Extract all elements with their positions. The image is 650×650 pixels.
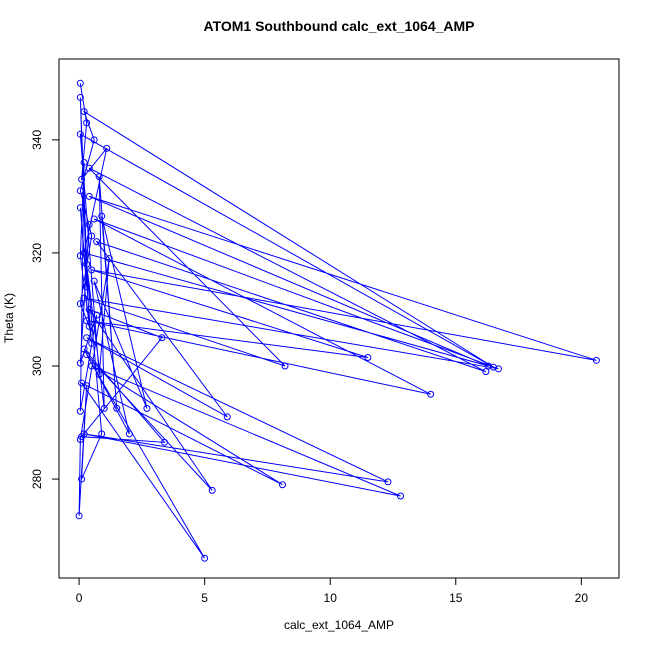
point [83,334,91,342]
point [90,215,98,223]
point [384,478,392,486]
point [90,277,98,285]
point [98,430,106,438]
point [95,370,103,378]
point [93,311,101,319]
x-tick-label: 10 [324,591,338,605]
point [223,413,231,421]
point [85,221,93,229]
point [125,430,133,438]
y-tick-label: 340 [30,130,44,150]
point [83,119,91,127]
point [78,175,86,183]
point [364,354,372,362]
point [105,255,113,263]
point [88,362,96,370]
point [76,300,84,308]
x-tick-label: 5 [201,591,208,605]
point [85,322,93,330]
point [83,283,91,291]
point [85,305,93,313]
x-axis-label: calc_ext_1064_AMP [284,618,394,632]
point [76,252,84,260]
point [93,238,101,246]
point [76,93,84,101]
point [427,390,435,398]
y-tick-label: 300 [30,356,44,376]
point [80,345,88,353]
series-line [78,83,597,559]
point [76,187,84,195]
point [397,492,405,500]
point [85,192,93,200]
chart-title: ATOM1 Southbound calc_ext_1064_AMP [204,18,475,34]
point [80,158,88,166]
y-tick-label: 320 [30,243,44,263]
point [489,363,497,371]
y-axis-label: Theta (K) [2,293,16,343]
point [85,164,93,172]
point [494,365,502,373]
point [482,368,490,376]
point [484,362,492,370]
point [80,294,88,302]
point [76,79,84,87]
point [80,108,88,116]
point [158,334,166,342]
point [143,404,151,412]
point [100,404,108,412]
point [83,351,91,359]
y-tick-label: 280 [30,469,44,489]
point [281,362,289,370]
x-tick-label: 0 [76,591,83,605]
point [83,317,91,325]
point [76,204,84,212]
point [76,435,84,443]
point [76,359,84,367]
point [75,512,83,520]
point [103,144,111,152]
point [78,475,86,483]
point [88,232,96,240]
point [83,260,91,268]
point [278,481,286,489]
point [76,130,84,138]
point [83,382,91,390]
point [88,339,96,347]
point [95,173,103,181]
point [98,212,106,220]
point [113,404,121,412]
x-tick-label: 20 [575,591,589,605]
plot-box [58,58,620,579]
point [208,486,216,494]
point [201,554,209,562]
point [76,407,84,415]
point [160,438,168,446]
x-tick-label: 15 [449,591,463,605]
point [90,136,98,144]
point [88,266,96,274]
point [592,356,600,364]
